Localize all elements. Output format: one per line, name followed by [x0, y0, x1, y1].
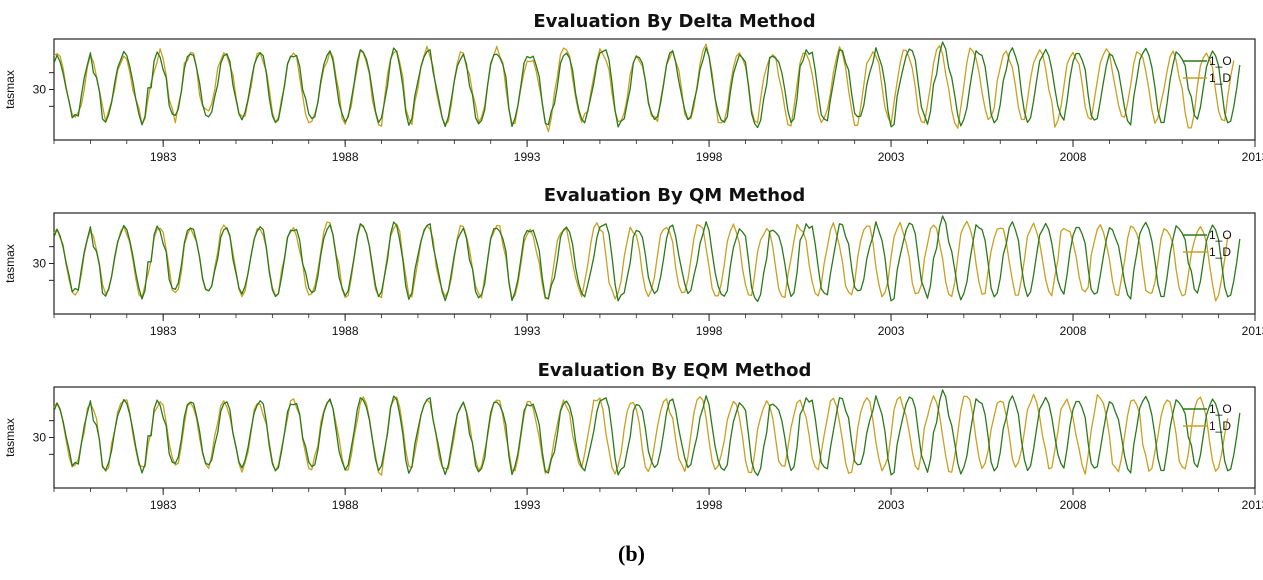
x-tick-label: 1983: [150, 150, 177, 164]
chart-title: Evaluation By Delta Method: [533, 11, 815, 32]
chart-title: Evaluation By EQM Method: [538, 360, 812, 381]
series-line-1_O: [53, 215, 1241, 303]
x-tick-label: 2003: [878, 150, 905, 164]
x-tick-label: 2003: [878, 324, 905, 338]
figure-caption: (b): [618, 541, 645, 566]
chart-title: Evaluation By QM Method: [544, 185, 806, 206]
x-tick-label: 1993: [514, 498, 541, 512]
x-tick-label: 2008: [1060, 150, 1087, 164]
x-tick-label: 1998: [696, 498, 723, 512]
x-tick-label: 1998: [696, 324, 723, 338]
x-tick-label: 1983: [150, 498, 177, 512]
x-tick-label: 1993: [514, 324, 541, 338]
y-tick-label: 30: [33, 257, 47, 271]
x-tick-label: 2013: [1242, 324, 1263, 338]
series-line-1_O: [53, 41, 1241, 129]
legend-label: 1_D: [1209, 245, 1231, 259]
legend-label: 1_D: [1209, 419, 1231, 433]
x-tick-label: 1993: [514, 150, 541, 164]
x-tick-label: 1988: [332, 150, 359, 164]
chart-panel-3: Evaluation By EQM Method tasmax 30 1983 1988…: [3, 360, 1263, 512]
chart-panel-1: Evaluation By Delta Method tasmax 30 1983 19…: [3, 11, 1263, 164]
chart-panel-2: Evaluation By QM Method tasmax 30 1983 1988 1…: [3, 185, 1263, 338]
x-tick-label: 2013: [1242, 498, 1263, 512]
x-tick-label: 1988: [332, 324, 359, 338]
legend-label: 1_O: [1209, 228, 1232, 242]
legend-label: 1_O: [1209, 54, 1232, 68]
x-tick-label: 1998: [696, 150, 723, 164]
x-tick-label: 1983: [150, 324, 177, 338]
series-line-1_O: [53, 389, 1241, 477]
x-tick-label: 1988: [332, 498, 359, 512]
legend-label: 1_D: [1209, 71, 1231, 85]
x-tick-label: 2003: [878, 498, 905, 512]
series-line-1_D: [53, 43, 1235, 133]
x-tick-label: 2008: [1060, 498, 1087, 512]
series-line-1_D: [53, 393, 1229, 476]
y-tick-label: 30: [33, 431, 47, 445]
x-tick-label: 2013: [1242, 150, 1263, 164]
y-axis-label: tasmax: [3, 244, 17, 283]
y-tick-label: 30: [33, 83, 47, 97]
y-axis-label: tasmax: [3, 418, 17, 457]
x-tick-label: 2008: [1060, 324, 1087, 338]
legend-label: 1_O: [1209, 402, 1232, 416]
y-axis-label: tasmax: [3, 70, 17, 109]
